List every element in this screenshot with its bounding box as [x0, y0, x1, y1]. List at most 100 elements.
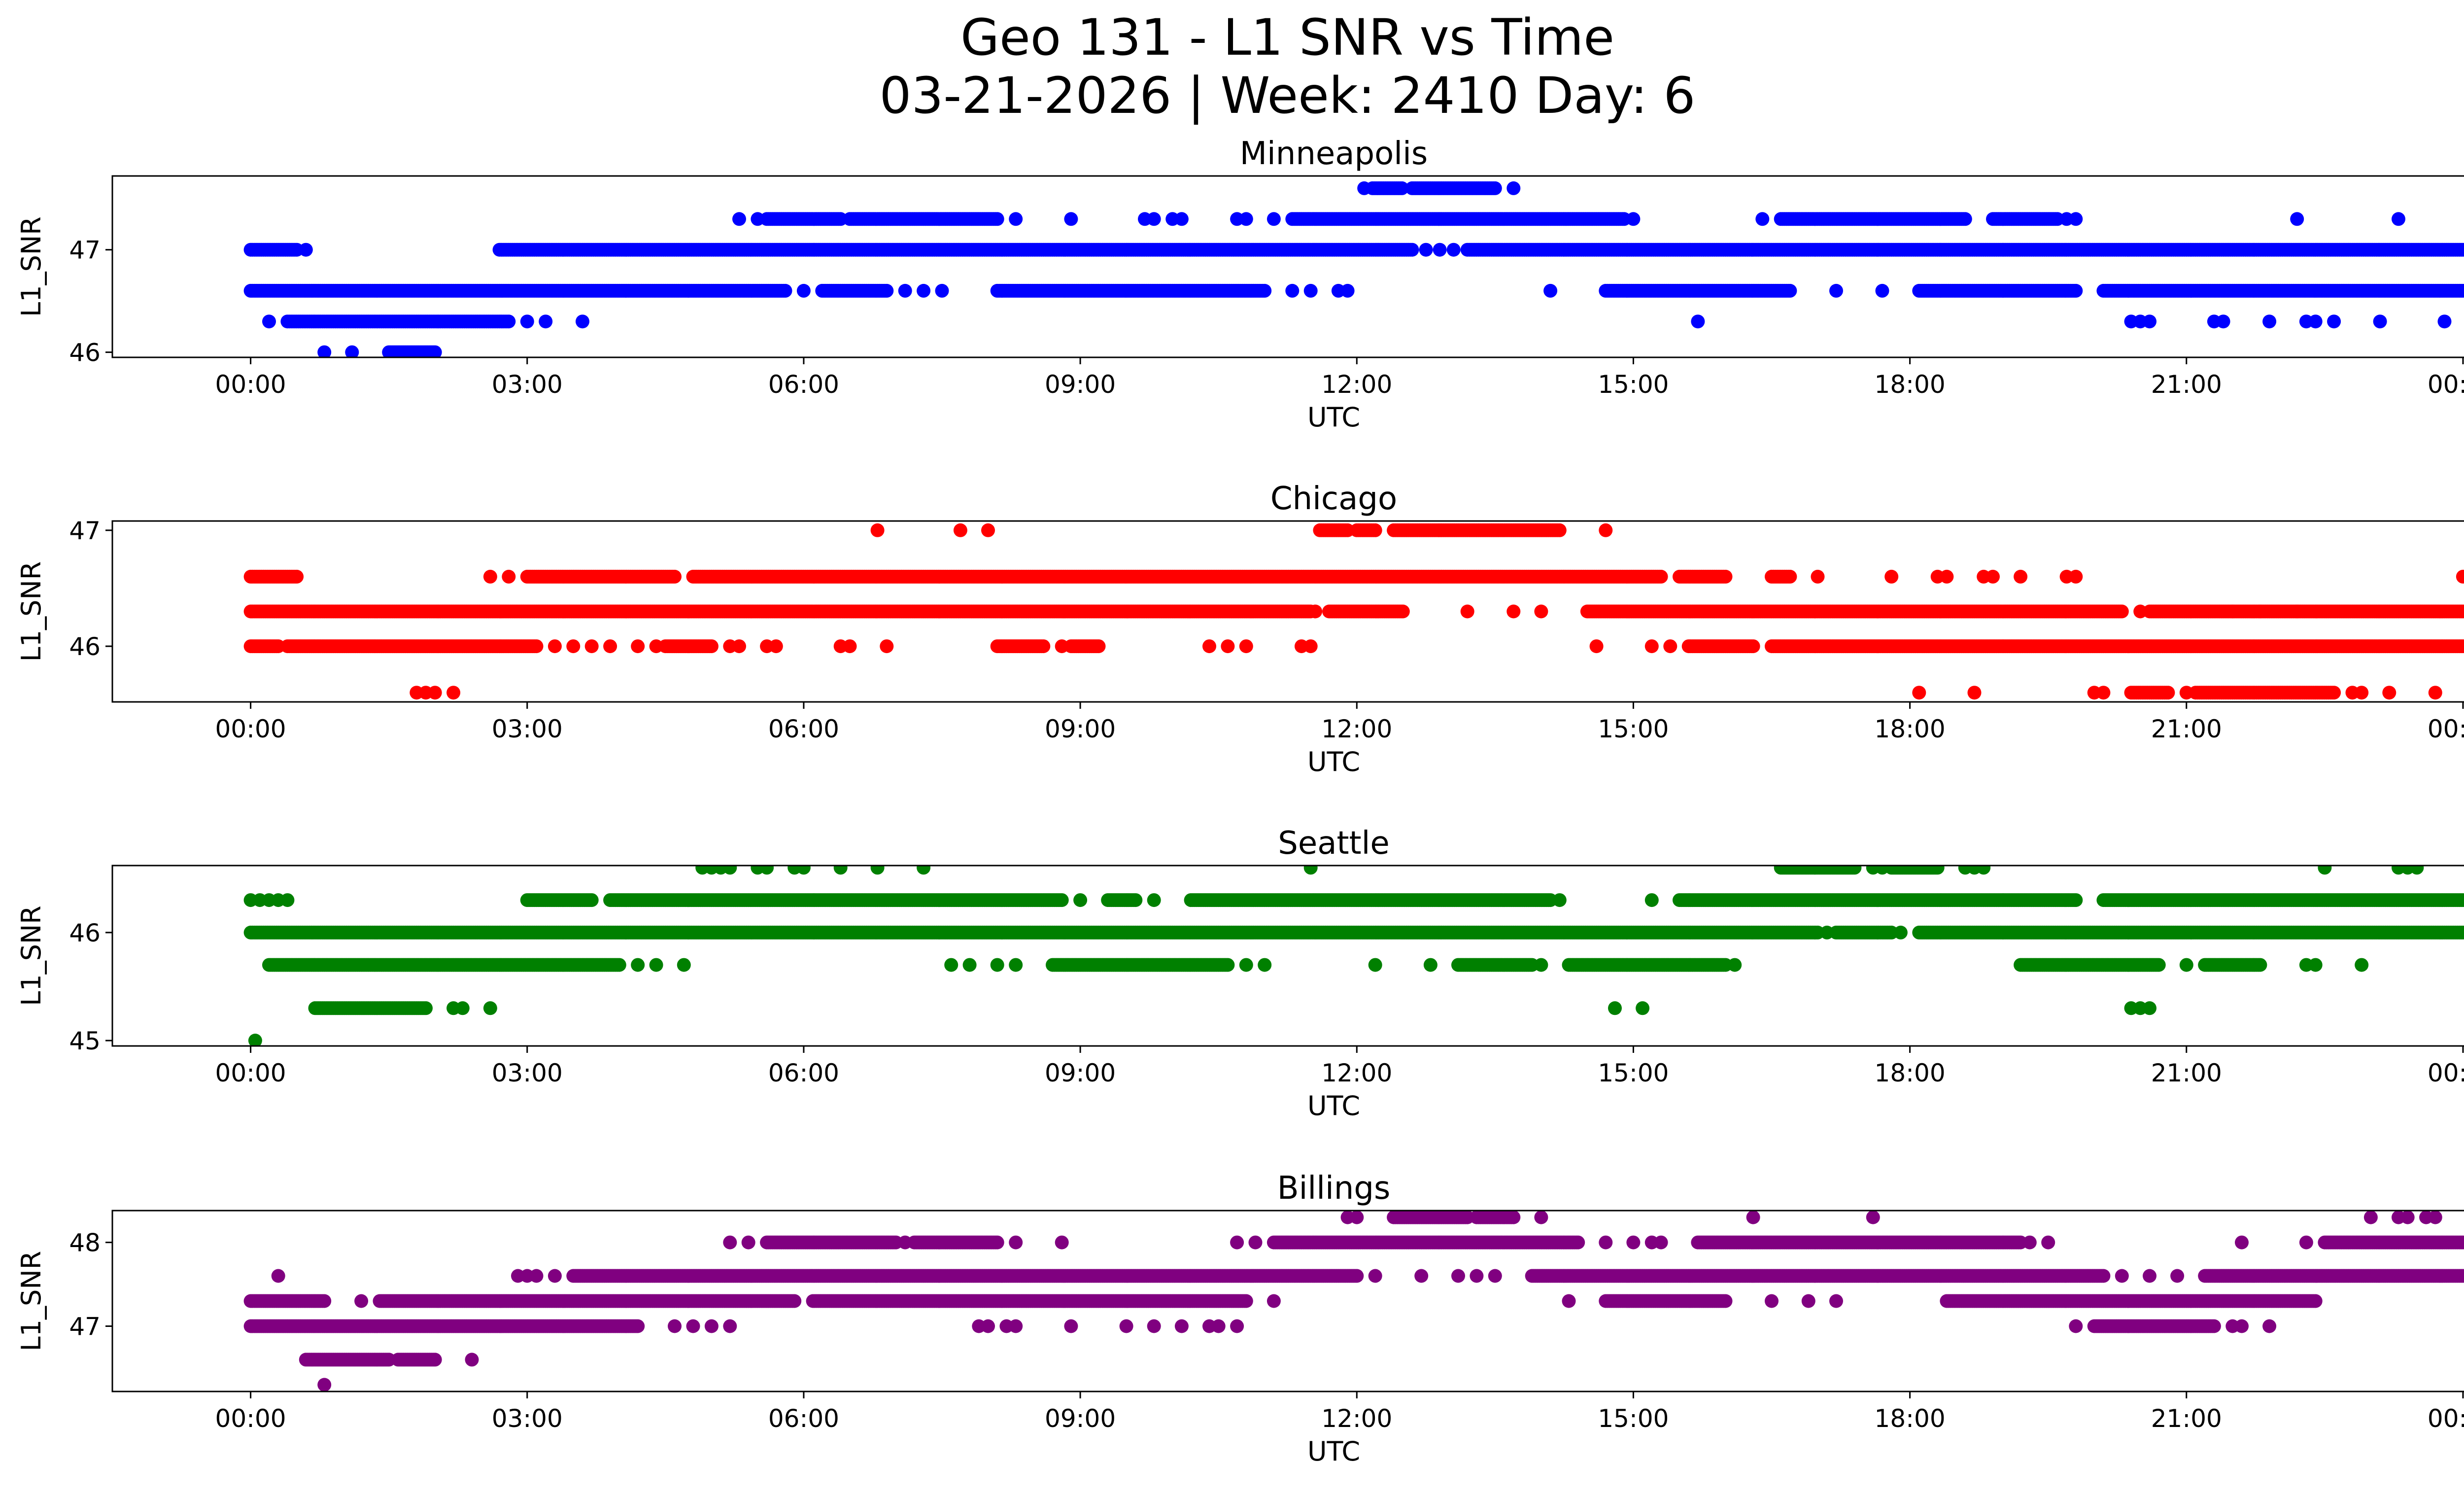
scatter-point [1599, 523, 1613, 537]
scatter-point [935, 283, 949, 298]
scatter-point [1239, 212, 1253, 226]
scatter-point [1986, 569, 2000, 584]
scatter-point [2308, 314, 2323, 329]
scatter-point [317, 345, 332, 357]
scatter-point [2069, 212, 2083, 226]
scatter-point [576, 314, 589, 329]
scatter-point [1395, 181, 1409, 195]
scatter-point [1691, 314, 1705, 329]
scatter-point [1396, 604, 1410, 619]
scatter-point [668, 569, 682, 584]
scatter-point [2456, 283, 2464, 298]
scatter-point [2327, 314, 2341, 329]
figure-title-line-1: Geo 131 - L1 SNR vs Time [960, 8, 1614, 67]
scatter-point [1368, 523, 1382, 537]
scatter-point [345, 345, 359, 357]
y-tick-label: 46 [69, 339, 101, 367]
scatter-point [2069, 283, 2083, 298]
panel-title: Minneapolis [1240, 136, 1428, 172]
scatter-point [778, 283, 792, 298]
x-tick-label: 18:00 [1875, 370, 1946, 399]
scatter-points [243, 181, 2464, 357]
scatter-point [2290, 212, 2304, 226]
panel-title: Chicago [1270, 481, 1397, 517]
axes-frame [111, 175, 2464, 358]
scatter-point [1783, 283, 1797, 298]
scatter-point [2133, 604, 2148, 619]
x-tick-label: 06:00 [768, 370, 839, 399]
x-tick-label: 12:00 [1321, 370, 1392, 399]
scatter-point [290, 569, 304, 584]
scatter-point [880, 283, 894, 298]
scatter-points [243, 523, 2464, 700]
scatter-point [1340, 283, 1355, 298]
scatter-point [483, 569, 497, 584]
scatter-point [539, 314, 553, 329]
scatter-point [2262, 314, 2277, 329]
scatter-point [2014, 569, 2028, 584]
scatter-point [981, 523, 995, 537]
scatter-point [1092, 639, 1106, 654]
figure-title: Geo 131 - L1 SNR vs Time 03-21-2026 | We… [0, 9, 2464, 125]
scatter-point [1405, 243, 1419, 257]
scatter-point [1488, 181, 1502, 195]
scatter-point [870, 523, 885, 537]
scatter-point [2373, 314, 2387, 329]
scatter-point [732, 212, 746, 226]
scatter-point [1783, 569, 1797, 584]
scatter-point [1460, 604, 1474, 619]
scatter-point [1746, 639, 1760, 654]
scatter-point [1266, 212, 1281, 226]
scatter-point [502, 314, 516, 329]
scatter-point [1147, 212, 1161, 226]
scatter-point [1755, 212, 1770, 226]
scatter-point [2115, 604, 2129, 619]
scatter-point [2290, 604, 2304, 619]
x-tick-label: 21:00 [2151, 370, 2222, 399]
scatter-point [1534, 604, 1548, 619]
scatter-point [1258, 283, 1272, 298]
scatter-point [1811, 569, 1825, 584]
scatter-point [796, 283, 811, 298]
scatter-point [299, 243, 313, 257]
scatter-point [1174, 212, 1189, 226]
scatter-point [1829, 283, 1843, 298]
y-axis-label: L1_SNR [16, 216, 47, 317]
scatter-point [1064, 212, 1078, 226]
scatter-point [1718, 569, 1733, 584]
scatter-point [1626, 212, 1641, 226]
scatter-point [2456, 569, 2464, 584]
scatter-point [1357, 181, 1371, 195]
scatter-point [262, 314, 276, 329]
scatter-point [2143, 314, 2156, 329]
scatter-point [1303, 283, 1318, 298]
x-tick-label: 03:00 [492, 370, 563, 399]
x-tick-label: 15:00 [1598, 370, 1669, 399]
scatter-point [1884, 569, 1899, 584]
scatter-point [1940, 569, 1954, 584]
scatter-point [1958, 212, 1972, 226]
scatter-point [2456, 243, 2464, 257]
x-tick-label: 00:00 [215, 370, 286, 399]
scatter-point [1285, 283, 1300, 298]
scatter-point [1506, 181, 1521, 195]
scatter-point [1308, 604, 1323, 619]
scatter-point [990, 212, 1004, 226]
scatter-point [502, 569, 516, 584]
scatter-point [428, 345, 442, 357]
x-axis-label: UTC [1307, 402, 1360, 433]
scatter-point [1433, 243, 1447, 257]
scatter-point [953, 523, 967, 537]
scatter-point [2069, 569, 2083, 584]
scatter-point [1009, 212, 1023, 226]
scatter-point [1552, 523, 1567, 537]
scatter-point [1419, 243, 1433, 257]
scatter-point [2225, 604, 2240, 619]
scatter-point [2392, 212, 2405, 226]
x-tick-label: 00:00 [2428, 370, 2464, 399]
scatter-point [520, 314, 534, 329]
scatter-point [1654, 569, 1668, 584]
